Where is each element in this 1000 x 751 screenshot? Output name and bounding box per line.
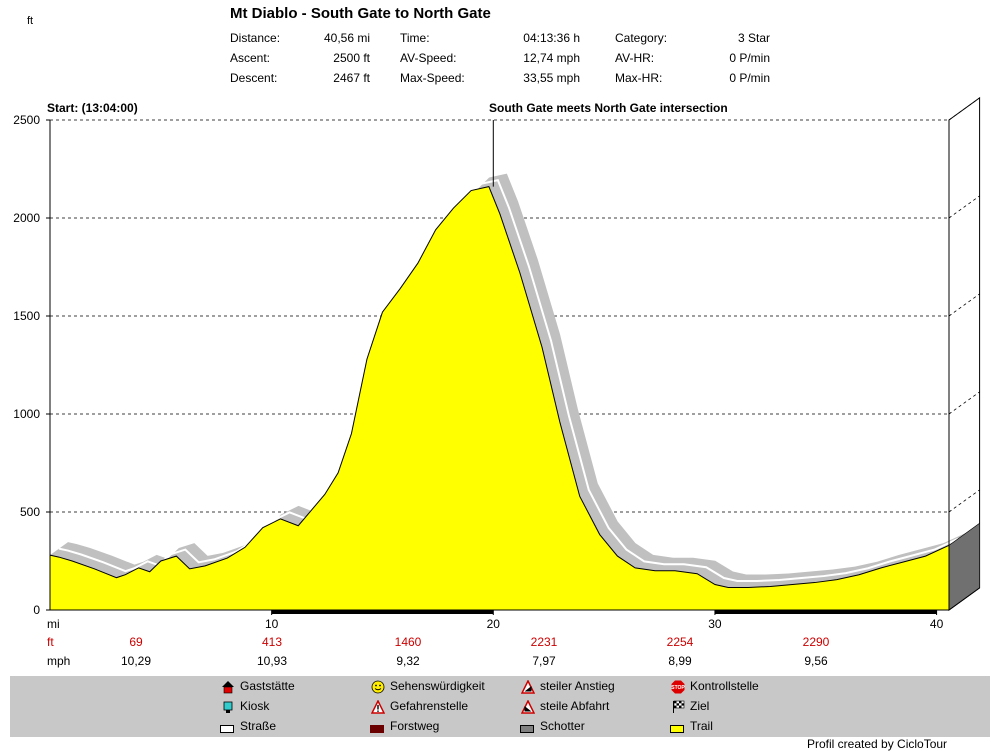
stat-value: 2500 ft [333,51,370,65]
elevation-area [49,173,980,611]
stats-mph-value: 7,97 [532,654,556,668]
stats-mph-value: 8,99 [668,654,692,668]
stat-value: 3 Star [737,31,770,45]
legend-label: Straße [240,719,277,733]
x-tick-label: 30 [708,617,722,631]
forest-path-swatch-icon [370,722,384,733]
legend-label: steile Abfahrt [540,699,610,713]
y-tick-label: 500 [20,505,40,519]
stats-ft-value: 2231 [531,635,558,649]
gravel-swatch-icon [520,722,534,733]
stat-label: AV-Speed: [400,51,457,65]
stat-value: 12,74 mph [523,51,580,65]
gridline-side [948,489,980,513]
gridline-side [948,97,980,121]
stat-label: Max-HR: [615,71,663,85]
legend-label: Gaststätte [240,679,295,693]
gridline-side [948,391,980,415]
stats-mph-value: 9,32 [396,654,420,668]
x-tick-label: 20 [487,617,501,631]
stats-mph-value: 10,93 [257,654,287,668]
legend-label: Schotter [540,719,585,733]
legend-label: Gefahrenstelle [390,699,469,713]
stats-row-mph-label: mph [47,654,70,668]
house-icon [221,680,235,694]
surface-segment-forstweg [271,610,494,614]
start-annotation: Start: (13:04:00) [47,101,138,115]
waypoint-annotation: South Gate meets North Gate intersection [489,101,728,115]
surface-segment-forstweg [714,610,937,614]
stat-value: 40,56 mi [323,31,370,45]
legend: Gaststätte Kiosk Straße Sehenswürdigkeit… [10,676,990,737]
stat-value: 0 P/min [729,51,770,65]
y-tick-label: 2000 [13,211,40,225]
stat-label: Time: [400,31,430,45]
y-tick-label: 2500 [13,113,40,127]
legend-label: Ziel [690,699,710,713]
y-tick-label: 1000 [13,407,40,421]
gridline-side [948,195,980,219]
warning-icon [370,699,386,714]
stop-sign-icon: STOP [671,680,685,694]
stats-ft-value: 1460 [395,635,422,649]
smiley-icon [371,680,385,694]
stat-label: Category: [615,31,668,45]
legend-label: Kiosk [240,699,270,713]
trail-swatch-icon [670,722,684,733]
stat-label: AV-HR: [615,51,655,65]
footer-credit: Profil created by CicloTour [807,737,948,751]
gridline-side [948,293,980,317]
checkered-flag-icon [671,700,685,714]
steep-ascent-icon [520,679,536,694]
legend-label: Trail [690,719,713,733]
elevation-profile-chart: 0 500 1000 1500 2000 2500 10 20 30 40 mi ft mph 69 41… [13,96,981,668]
svg-text:STOP: STOP [671,685,685,691]
axis-labels: 0 500 1000 1500 2000 2500 10 20 30 40 mi [13,113,943,631]
stat-value: 33,55 mph [523,71,580,85]
stats-ft-value: 69 [129,635,143,649]
x-tick-label: 10 [265,617,279,631]
legend-label: steiler Anstieg [540,679,615,693]
gridlines [50,97,980,513]
y-tick-label: 0 [33,603,40,617]
y-tick-label: 1500 [13,309,40,323]
legend-label: Sehenswürdigkeit [390,679,485,693]
stats-ft-value: 2254 [667,635,694,649]
stats-ft-value: 413 [262,635,282,649]
stats-mph-value: 9,56 [804,654,828,668]
elevation-area-fill [50,186,949,610]
stat-label: Descent: [230,71,278,85]
stats-rows: ft mph 69 413 1460 2231 2254 2290 10,29 10,93 9,32… [47,635,830,668]
x-axis-unit: mi [47,617,60,631]
stat-label: Ascent: [230,51,271,65]
stats-mph-value: 10,29 [121,654,151,668]
cup-icon [221,700,235,714]
axes [49,120,980,614]
chart-title: Mt Diablo - South Gate to North Gate [230,5,491,22]
road-swatch-icon [220,722,234,733]
stat-value: 2467 ft [333,71,370,85]
stat-value: 04:13:36 h [523,31,580,45]
stat-value: 0 P/min [729,71,770,85]
floor-edge [948,587,980,611]
stats-row-ft-label: ft [47,635,54,649]
stat-label: Max-Speed: [400,71,465,85]
stats-ft-value: 2290 [803,635,830,649]
stat-label: Distance: [230,31,281,45]
legend-label: Forstweg [390,719,440,733]
elevation-line [49,186,950,588]
legend-label: Kontrollstelle [690,679,759,693]
x-tick-label: 40 [930,617,944,631]
steep-descent-icon [520,699,536,714]
y-axis-unit: ft [27,15,34,27]
